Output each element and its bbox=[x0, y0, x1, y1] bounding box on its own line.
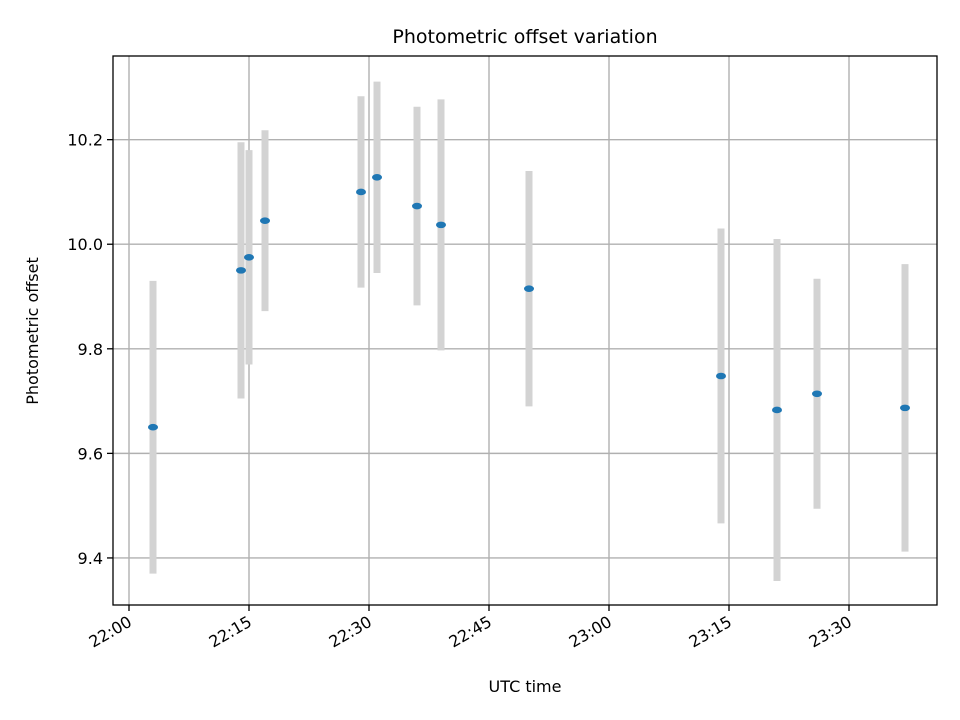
error-bars bbox=[149, 81, 909, 581]
data-point bbox=[812, 390, 822, 398]
data-point bbox=[372, 174, 382, 181]
data-point bbox=[716, 372, 726, 380]
x-tick-label: 22:30 bbox=[326, 612, 375, 652]
data-point bbox=[244, 253, 254, 261]
y-tick-label: 9.8 bbox=[78, 340, 103, 359]
data-point bbox=[436, 221, 446, 229]
axes-frame bbox=[112, 55, 938, 606]
data-point bbox=[772, 406, 782, 414]
x-axis: 22:00 22:15 22:30 22:45 23:00 23:15 23:30 bbox=[86, 605, 855, 652]
plot-area bbox=[112, 55, 938, 606]
data-point bbox=[148, 423, 158, 431]
chart-title: Photometric offset variation bbox=[392, 26, 657, 48]
data-point bbox=[236, 267, 246, 274]
data-point bbox=[260, 217, 270, 224]
y-tick-label: 10.2 bbox=[67, 131, 103, 150]
x-tick-label: 23:15 bbox=[686, 612, 735, 652]
y-axis: 9.4 9.6 9.8 10.0 10.2 bbox=[67, 131, 113, 568]
y-axis-label: Photometric offset bbox=[23, 257, 42, 405]
x-tick-label: 22:45 bbox=[446, 612, 495, 652]
x-tick-label: 23:00 bbox=[566, 612, 615, 652]
x-tick-label: 23:30 bbox=[806, 612, 855, 652]
data-points bbox=[148, 174, 910, 431]
x-tick-label: 22:00 bbox=[86, 612, 135, 652]
data-point bbox=[900, 404, 910, 412]
x-axis-label: UTC time bbox=[489, 677, 562, 696]
y-tick-label: 9.6 bbox=[78, 444, 103, 463]
data-point bbox=[356, 188, 366, 196]
y-tick-label: 9.4 bbox=[78, 549, 103, 568]
y-tick-label: 10.0 bbox=[67, 235, 103, 254]
x-tick-label: 22:15 bbox=[206, 612, 255, 652]
data-point bbox=[412, 202, 422, 210]
data-point bbox=[524, 285, 534, 292]
grid bbox=[113, 56, 937, 605]
